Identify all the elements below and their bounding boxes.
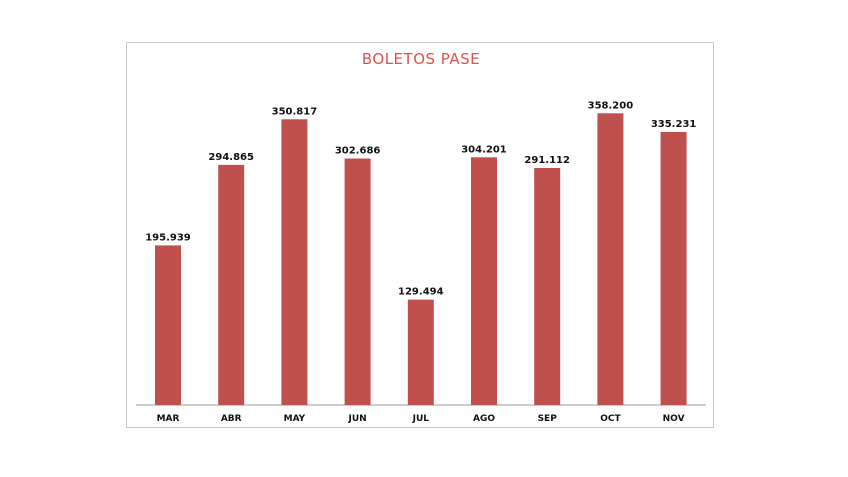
bar-jun	[344, 158, 371, 405]
x-tick-label-mar: MAR	[157, 414, 180, 424]
x-tick-label-may: MAY	[284, 414, 306, 424]
x-tick-label-jun: JUN	[347, 414, 366, 424]
data-label-jun: 302.686	[335, 146, 381, 157]
x-tick-label-jul: JUL	[412, 414, 430, 424]
data-labels-group: 195.939 294.865 350.817 302.686 129.494 304.2…	[145, 100, 696, 297]
data-label-abr: 294.865	[208, 152, 254, 163]
data-label-may: 350.817	[272, 106, 318, 117]
bar-oct	[597, 113, 624, 406]
x-tick-label-abr: ABR	[221, 414, 242, 424]
bar-may	[281, 119, 308, 406]
x-tick-label-ago: AGO	[473, 414, 495, 424]
x-tick-label-oct: OCT	[600, 414, 621, 424]
x-tick-label-nov: NOV	[663, 414, 685, 424]
bar-mar	[155, 245, 181, 405]
data-label-mar: 195.939	[145, 232, 191, 243]
data-label-jul: 129.494	[398, 287, 444, 298]
x-tick-label-sep: SEP	[538, 414, 558, 424]
data-label-sep: 291.112	[524, 155, 570, 166]
bar-sep	[534, 168, 561, 405]
x-tick-labels-group: MAR ABR MAY JUN JUL AGO SEP OCT NOV	[157, 414, 685, 424]
bar-nov	[660, 132, 687, 405]
chart-title: BOLETOS PASE	[362, 50, 480, 68]
bar-ago	[471, 157, 497, 405]
data-label-oct: 358.200	[588, 100, 634, 111]
bars-group	[155, 113, 687, 406]
bar-abr	[218, 164, 245, 405]
data-label-nov: 335.231	[651, 119, 697, 130]
bar-jul	[407, 299, 434, 405]
data-label-ago: 304.201	[461, 144, 507, 155]
